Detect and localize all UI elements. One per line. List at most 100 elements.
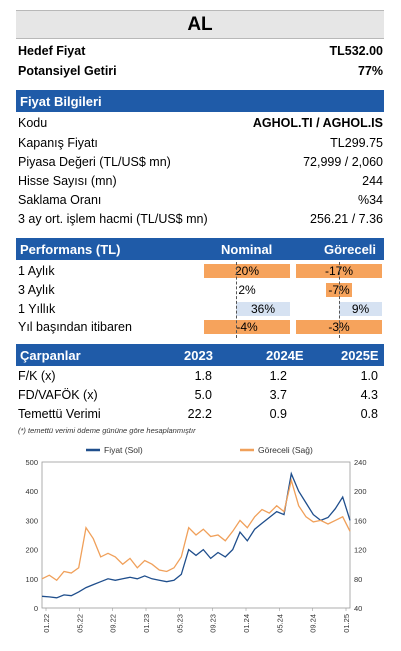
zero-line [236,262,237,338]
info-label: Saklama Oranı [18,193,102,207]
x-tick: 09.23 [209,614,218,633]
info-row: Piyasa Değeri (TL/US$ mn) 72,999 / 2,060 [18,153,383,172]
info-value: 244 [362,174,383,188]
nominal-cell: -4% [204,320,290,334]
multiples-label: Temettü Verimi [18,407,101,421]
y-left-tick: 200 [25,546,38,555]
y-right-tick: 160 [354,516,367,525]
relative-cell: 9% [339,302,382,316]
info-row: Kapanış Fiyatı TL299.75 [18,134,383,153]
multiple-value: 1.8 [194,369,212,383]
year-header: 2023 [184,348,213,363]
x-tick: 05.23 [175,614,184,633]
multiples-row: F/K (x) [18,367,383,386]
performance-row: 1 Aylık [18,262,383,281]
summary-value: 77% [357,64,383,78]
column-header: Göreceli [324,242,377,257]
info-value: %34 [357,193,383,207]
multiple-value: 22.2 [187,407,212,421]
info-value: 72,999 / 2,060 [303,155,383,169]
footnote: (*) temettü verimi ödeme gününe göre hes… [18,426,196,435]
y-right-tick: 40 [354,604,362,613]
x-tick: 01.23 [142,614,151,633]
section-title: Performans (TL) [20,242,121,257]
plot-frame [41,461,351,609]
price-info-header: Fiyat Bilgileri [16,90,384,112]
y-right-tick: 200 [354,487,367,496]
summary-value: TL532.00 [329,44,383,58]
info-label: Kodu [18,116,48,130]
series-line-price [41,471,351,599]
year-header: 2024E [266,348,304,363]
y-right-tick: 240 [354,458,367,467]
summary-row-return: Potansiyel Getiri 77% [18,62,383,81]
performance-label: 3 Aylık [18,283,55,297]
price-chart: Fiyat (Sol) Göreceli (Sağ) 0 100 200 300 400 50… [25,445,367,633]
multiples-row: FD/VAFÖK (x) [18,386,383,405]
nominal-cell: 36% [236,302,290,316]
info-row: Kodu AGHOL.TI / AGHOL.IS [18,114,383,133]
y-left-tick: 0 [34,604,38,613]
info-row: 3 ay ort. işlem hacmi (TL/US$ mn) 256.21 … [18,210,383,229]
info-label: Kapanış Fiyatı [18,136,98,150]
y-right-tick: 120 [354,546,367,555]
zero-line [339,262,340,338]
section-title: Fiyat Bilgileri [20,94,102,109]
page-title-box: AL [16,10,384,39]
x-tick: 01.24 [242,614,251,633]
performance-label: 1 Yıllık [18,302,56,316]
nominal-cell: 20% [204,264,290,278]
multiples-label: FD/VAFÖK (x) [18,388,98,402]
x-tick: 09.22 [109,614,118,633]
info-label: Piyasa Değeri (TL/US$ mn) [18,155,171,169]
multiple-value: 5.0 [194,388,212,402]
series-line-relative [41,477,351,582]
multiple-value: 1.2 [269,369,287,383]
page-title: AL [187,14,213,35]
info-row: Saklama Oranı %34 [18,191,383,210]
info-label: Hisse Sayısı (mn) [18,174,117,188]
multiple-value: 3.7 [269,388,287,402]
x-tick: 05.24 [275,614,284,633]
y-right-tick: 80 [354,575,362,584]
info-row: Hisse Sayısı (mn) 244 [18,172,383,191]
nominal-value: 2% [238,283,256,297]
year-header: 2025E [341,348,379,363]
relative-value: -17% [324,264,353,278]
x-tick: 09.24 [309,614,318,633]
nominal-value: -4% [236,320,258,334]
y-left-tick: 100 [25,575,38,584]
x-tick: 05.22 [75,614,84,633]
performance-row: 3 Aylık [18,281,383,300]
nominal-cell: 2% [204,283,290,297]
x-tick: 01.22 [42,614,51,633]
performance-row: Yıl başından itibaren [18,318,383,337]
performance-header: Performans (TL) Nominal Göreceli [16,238,384,260]
column-header: Nominal [221,242,273,257]
relative-value: 9% [351,302,370,316]
summary-label: Potansiyel Getiri [18,64,117,78]
legend-label: Göreceli (Sağ) [258,445,313,455]
nominal-value: 36% [250,302,276,316]
y-left-tick: 300 [25,516,38,525]
multiple-value: 0.8 [360,407,378,421]
multiples-label: F/K (x) [18,369,56,383]
legend-label: Fiyat (Sol) [104,445,143,455]
x-tick: 01.25 [342,614,351,633]
info-value: 256.21 / 7.36 [310,212,383,226]
performance-label: 1 Aylık [18,264,55,278]
multiple-value: 1.0 [360,369,378,383]
y-left-tick: 400 [25,487,38,496]
summary-label: Hedef Fiyat [18,44,86,58]
info-value: TL299.75 [330,136,383,150]
info-value: AGHOL.TI / AGHOL.IS [252,116,383,130]
multiples-row: Temettü Verimi [18,405,383,424]
performance-row: 1 Yıllık [18,300,383,319]
multiple-value: 4.3 [360,388,378,402]
summary-row-target: Hedef Fiyat TL532.00 [18,42,383,61]
info-label: 3 ay ort. işlem hacmi (TL/US$ mn) [18,212,208,226]
multiple-value: 0.9 [269,407,287,421]
y-left-tick: 500 [25,458,38,467]
multiples-header: Çarpanlar 2023 2024E 2025E [16,344,384,366]
nominal-value: 20% [234,264,260,278]
